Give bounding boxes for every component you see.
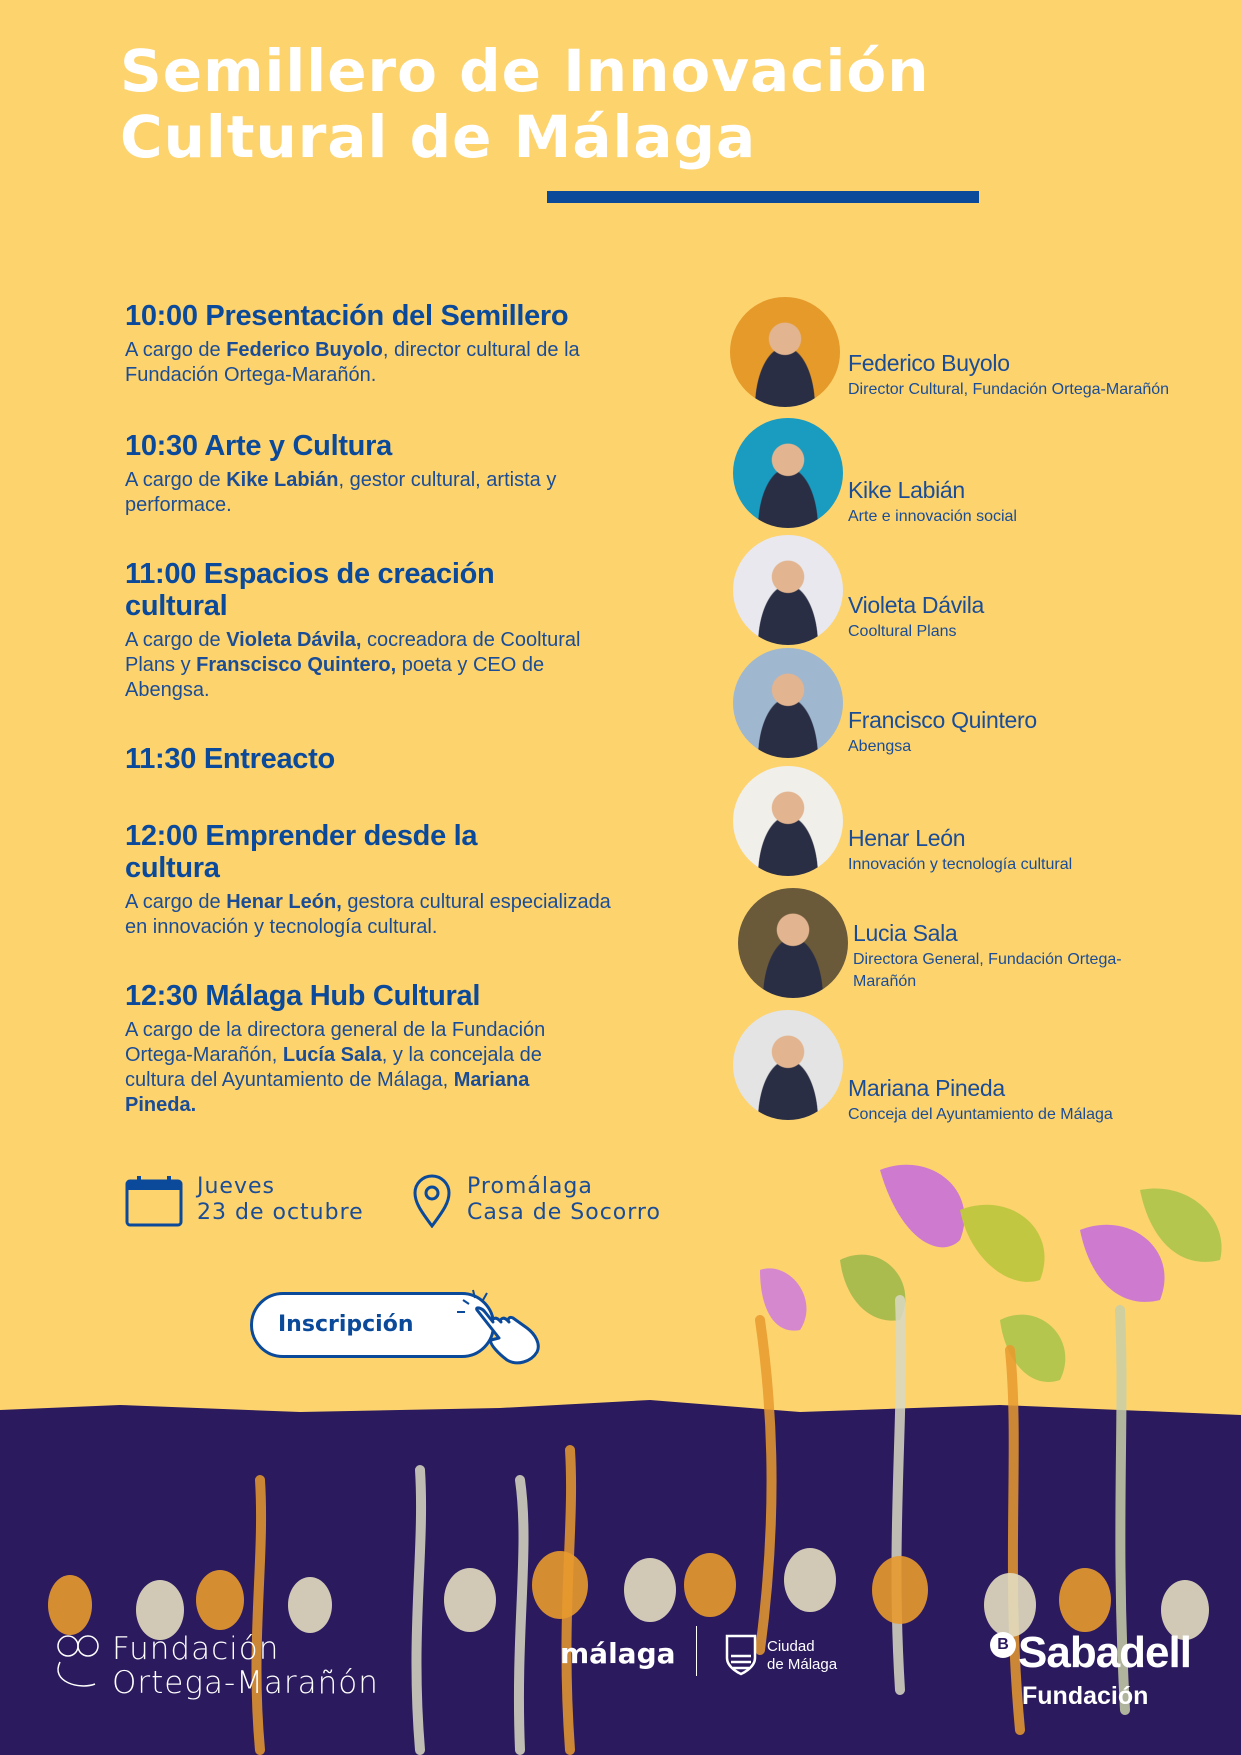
- speaker-info: Francisco Quintero Abengsa: [848, 707, 1228, 758]
- speaker-role: Conceja del Ayuntamiento de Málaga: [848, 1106, 1113, 1123]
- speaker-name: Lucia Sala: [853, 920, 958, 946]
- speaker-info: Lucia Sala Directora General, Fundación O…: [853, 920, 1123, 993]
- speaker-photo: [733, 418, 843, 528]
- speaker-name: Kike Labián: [848, 477, 965, 503]
- speaker-role: Abengsa: [848, 738, 912, 755]
- speaker-info: Kike Labián Arte e innovación social: [848, 477, 1228, 528]
- speaker-role: Innovación y tecnología cultural: [848, 856, 1073, 873]
- speaker-info: Federico Buyolo Director Cultural, Fundac…: [848, 350, 1228, 401]
- ciudad-de-malaga-logo: Ciudad de Málaga: [767, 1638, 838, 1673]
- speaker-info: Violeta Dávila Cooltural Plans: [848, 592, 1228, 643]
- speaker-name: Mariana Pineda: [848, 1075, 1005, 1101]
- sprouts-illustration: [0, 1164, 1241, 1755]
- speaker-name: Henar León: [848, 825, 966, 851]
- speaker-name: Violeta Dávila: [848, 592, 985, 618]
- fom-emblem-icon: [57, 1635, 99, 1687]
- agenda-item: 11:30 Entreacto: [125, 743, 635, 775]
- event-venue: Promálaga Casa de Socorro: [467, 1174, 661, 1225]
- calendar-icon: [125, 1175, 183, 1232]
- agenda-item: 10:30 Arte y Cultura A cargo de Kike Lab…: [125, 430, 635, 518]
- speaker-name: Francisco Quintero: [848, 707, 1037, 733]
- sabadell-logo: Sabadell: [1018, 1628, 1192, 1677]
- location-pin-icon: [412, 1174, 452, 1233]
- speaker-photo: [733, 1010, 843, 1120]
- speaker-photo: [733, 535, 843, 645]
- agenda-heading: 12:30 Málaga Hub Cultural: [125, 980, 481, 1012]
- agenda-item: 12:00 Emprender desde la cultura A cargo…: [125, 820, 611, 938]
- speaker-photo: [738, 888, 848, 998]
- logo-divider: [696, 1626, 697, 1676]
- agenda-item: 10:00 Presentación del Semillero A cargo…: [125, 300, 635, 388]
- agenda-item: 12:30 Málaga Hub Cultural A cargo de la …: [125, 980, 635, 1118]
- speaker-photo: [733, 766, 843, 876]
- sabadell-b-icon: B: [990, 1632, 1016, 1658]
- agenda-heading: 11:30 Entreacto: [125, 743, 335, 775]
- speaker-info: Henar León Innovación y tecnología cultur…: [848, 825, 1228, 876]
- speaker-role: Director Cultural, Fundación Ortega-Mara…: [848, 381, 1170, 398]
- malaga-logo: málaga: [560, 1637, 676, 1670]
- speaker-info: Mariana Pineda Conceja del Ayuntamiento d…: [848, 1075, 1228, 1126]
- sabadell-fundacion-label: Fundación: [1022, 1682, 1149, 1710]
- fundacion-ortega-maranon-logo: Fundación Ortega-Marañón: [50, 1632, 379, 1700]
- hand-pointer-icon: [455, 1288, 550, 1373]
- speaker-name: Federico Buyolo: [848, 350, 1010, 376]
- agenda-item: 11:00 Espacios de creación cultural A ca…: [125, 558, 581, 701]
- speaker-role: Directora General, Fundación Ortega-Mara…: [853, 951, 1122, 990]
- speaker-role: Cooltural Plans: [848, 623, 957, 640]
- speaker-role: Arte e innovación social: [848, 508, 1017, 525]
- event-date: Jueves 23 de octubre: [197, 1174, 364, 1225]
- ciudad-de-malaga-shield-icon: [725, 1630, 757, 1681]
- speaker-photo: [730, 297, 840, 407]
- title-underline: [547, 191, 979, 203]
- register-button[interactable]: Inscripción: [250, 1292, 495, 1358]
- speaker-photo: [733, 648, 843, 758]
- agenda-heading: 12:00 Emprender desde la cultura: [125, 820, 478, 884]
- agenda-heading: 10:30 Arte y Cultura: [125, 430, 392, 462]
- agenda-heading: 10:00 Presentación del Semillero: [125, 300, 569, 332]
- page-title: Semillero de Innovación Cultural de Málag…: [120, 37, 930, 171]
- agenda-heading: 11:00 Espacios de creación cultural: [125, 558, 495, 622]
